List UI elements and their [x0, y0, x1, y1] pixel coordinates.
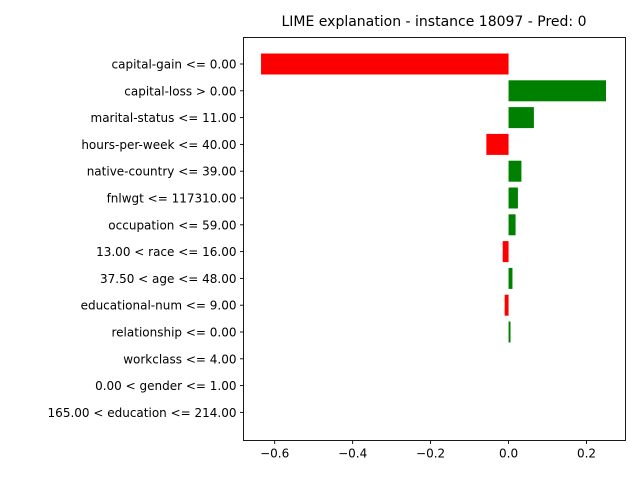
category-label-0: capital-gain <= 0.00 [112, 58, 237, 72]
chart-title: LIME explanation - instance 18097 - Pred… [282, 14, 587, 30]
bar-7 [502, 241, 509, 263]
bar-1 [508, 80, 607, 102]
category-label-2: marital-status <= 11.00 [91, 111, 237, 125]
bar-2 [508, 107, 534, 129]
category-label-3: hours-per-week <= 40.00 [81, 138, 236, 152]
category-label-12: 0.00 < gender <= 1.00 [95, 379, 236, 393]
bar-3 [486, 133, 509, 155]
category-label-6: occupation <= 59.00 [108, 218, 236, 232]
bar-4 [508, 160, 522, 182]
category-label-7: 13.00 < race <= 16.00 [96, 245, 236, 259]
x-tick-label-0: −0.6 [260, 447, 289, 461]
bar-0 [261, 53, 509, 75]
x-tick-label-1: −0.4 [338, 447, 367, 461]
x-tick-label-2: −0.2 [416, 447, 445, 461]
category-label-11: workclass <= 4.00 [123, 352, 236, 366]
bar-8 [508, 267, 513, 289]
bar-6 [508, 214, 516, 236]
bar-5 [508, 187, 518, 209]
plot-frame [243, 37, 626, 441]
x-tick-label-3: 0.0 [499, 447, 518, 461]
bar-9 [504, 294, 509, 316]
category-label-8: 37.50 < age <= 48.00 [100, 272, 236, 286]
x-tick-label-4: 0.2 [577, 447, 596, 461]
category-label-1: capital-loss > 0.00 [124, 84, 236, 98]
bar-10 [508, 321, 511, 343]
category-label-13: 165.00 < education <= 214.00 [48, 406, 237, 420]
category-labels: capital-gain <= 0.00 capital-loss > 0.00 m… [48, 58, 244, 420]
category-label-4: native-country <= 39.00 [87, 165, 237, 179]
category-label-5: fnlwgt <= 117310.00 [107, 192, 237, 206]
category-label-9: educational-num <= 9.00 [81, 299, 237, 313]
bars-group [261, 53, 607, 343]
x-axis-ticks: −0.6 −0.4 −0.2 0.0 0.2 [260, 440, 596, 461]
category-label-10: relationship <= 0.00 [112, 326, 237, 340]
